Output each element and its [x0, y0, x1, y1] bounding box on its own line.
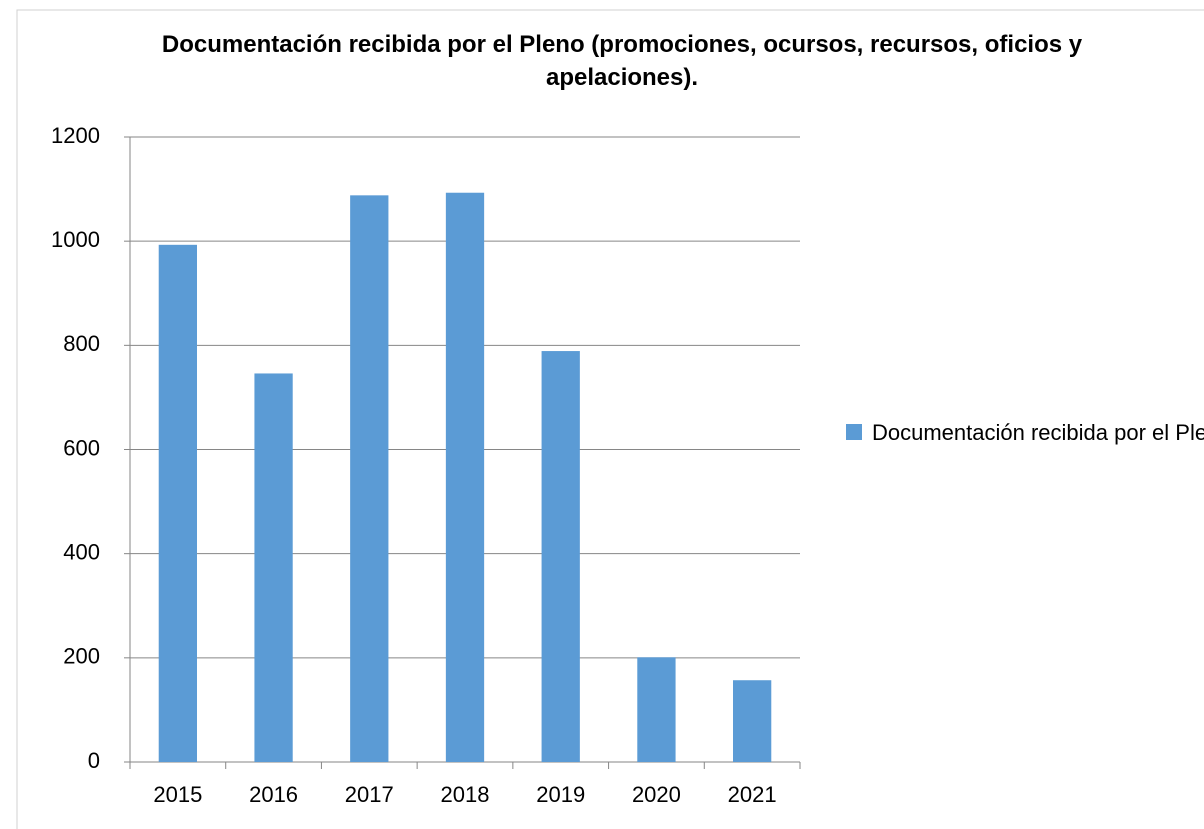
x-tick-label: 2020 — [632, 782, 681, 807]
x-tick-label: 2017 — [345, 782, 394, 807]
y-tick-label: 1200 — [51, 123, 100, 148]
y-tick-label: 0 — [88, 748, 100, 773]
y-tick-label: 1000 — [51, 227, 100, 252]
y-tick-label: 800 — [63, 331, 100, 356]
bar — [254, 373, 293, 762]
bar — [350, 195, 389, 763]
bar — [541, 351, 580, 762]
x-tick-label: 2021 — [728, 782, 777, 807]
y-tick-label: 600 — [63, 435, 100, 460]
x-tick-label: 2016 — [249, 782, 298, 807]
x-tick-label: 2019 — [536, 782, 585, 807]
y-tick-label: 400 — [63, 539, 100, 564]
x-tick-label: 2015 — [153, 782, 202, 807]
legend-label: Documentación recibida por el Pleno — [872, 420, 1204, 445]
x-tick-label: 2018 — [441, 782, 490, 807]
bar — [445, 192, 485, 762]
y-tick-label: 200 — [63, 644, 100, 669]
legend-swatch — [846, 424, 862, 440]
bar — [637, 657, 676, 762]
bar — [733, 680, 772, 762]
chart-title: Documentación recibida por el Pleno (pro… — [161, 31, 1083, 91]
chart-border — [16, 9, 1204, 829]
bar — [158, 244, 197, 762]
